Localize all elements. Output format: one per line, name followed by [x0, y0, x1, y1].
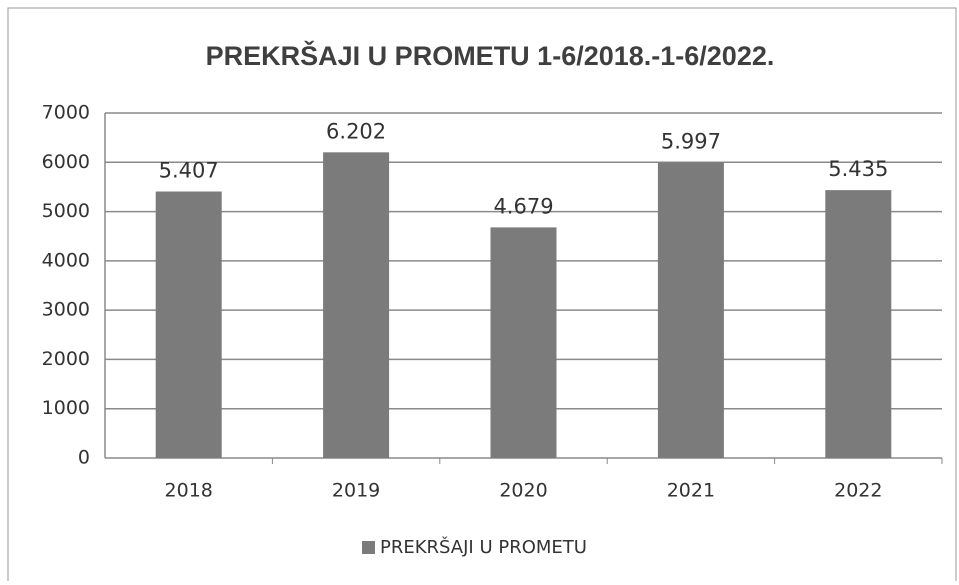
- y-tick-label: 2000: [42, 348, 90, 370]
- data-label: 5.997: [661, 129, 721, 153]
- data-label: 5.407: [159, 159, 219, 183]
- x-tick-label: 2020: [499, 480, 547, 502]
- y-tick-label: 7000: [42, 102, 90, 124]
- data-label: 4.679: [493, 194, 553, 218]
- data-label: 6.202: [326, 119, 386, 143]
- bar: [490, 227, 557, 458]
- bar: [155, 191, 222, 458]
- y-tick-label: 3000: [42, 299, 90, 321]
- bar: [323, 152, 390, 458]
- legend-swatch: [362, 541, 375, 554]
- chart-frame: [7, 7, 957, 585]
- bar: [825, 190, 892, 458]
- y-tick-label: 4000: [42, 249, 90, 271]
- bar: [657, 162, 724, 458]
- x-tick-label: 2021: [667, 480, 715, 502]
- y-tick-label: 6000: [42, 151, 90, 173]
- data-label: 5.435: [828, 157, 888, 181]
- x-tick-label: 2019: [332, 480, 380, 502]
- legend-label: PREKRŠAJI U PROMETU: [380, 536, 587, 558]
- y-tick-label: 0: [78, 447, 90, 469]
- y-tick-label: 5000: [42, 200, 90, 222]
- y-tick-label: 1000: [42, 397, 90, 419]
- chart-title: PREKRŠAJI U PROMETU 1-6/2018.-1-6/2022.: [206, 40, 775, 71]
- x-tick-label: 2018: [165, 480, 213, 502]
- x-tick-label: 2022: [834, 480, 882, 502]
